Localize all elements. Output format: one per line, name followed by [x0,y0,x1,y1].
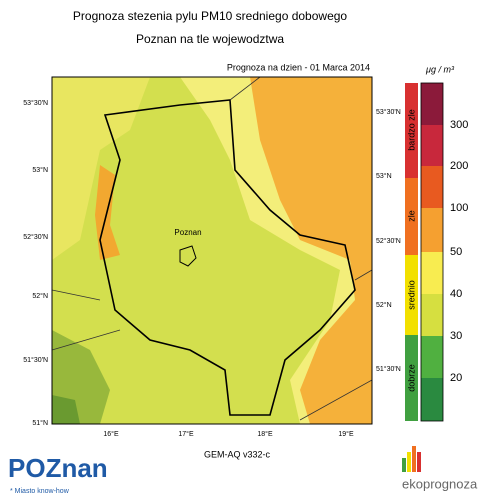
scale-segment [421,252,443,294]
legend-category: dobrze [406,364,416,392]
category-bar [405,335,418,421]
city-border [179,245,197,267]
legend-tick: 100 [450,202,468,214]
map: Poznan [51,76,373,425]
scale-segment [421,208,443,252]
model-label: GEM-AQ v332-c [204,449,271,459]
legend-tick: 200 [450,160,468,172]
lat-label: 51°30'N [23,356,48,364]
forecast-date: Prognoza na dzien - 01 Marca 2014 [227,62,370,72]
legend-category: bardzo zle [406,109,416,151]
legend-category: zle [406,210,416,222]
scale-segment [421,378,443,421]
lon-label: 17°E [178,430,194,438]
lon-label: 16°E [103,430,119,438]
zone-dark [52,395,80,424]
region-border [51,76,373,421]
lat-label: 53°30'N [23,99,48,107]
category-bar [405,178,418,255]
voivodeship-border [99,99,356,416]
unit: μg / m³ [425,64,455,74]
zone-orange [250,77,372,424]
lat-label: 52°30'N [376,237,401,245]
ekoprognoza-logo: ekoprognoza [402,476,478,491]
legend-category: srednio [406,280,416,310]
scale-segment [421,166,443,208]
ekoprognoza-icon [402,446,421,472]
legend-tick: 300 [450,119,468,131]
lat-label: 53°N [32,166,48,174]
lat-label: 51°N [32,419,48,427]
lat-label: 51°30'N [376,365,401,373]
lat-label: 53°30'N [376,108,401,116]
map-frame [51,76,373,425]
scale-segment [421,294,443,336]
category-bar [405,83,418,178]
lon-label: 18°E [257,430,273,438]
poznan-tagline: * Miasto know-how [10,488,70,495]
lon-label: 19°E [338,430,354,438]
scale-segment [421,336,443,378]
poznan-logo: POZnan [8,453,108,483]
scale-frame [420,82,444,422]
legend-tick: 30 [450,330,462,342]
legend-tick: 20 [450,372,462,384]
title-line2: Poznan na tle wojewodztwa [136,32,284,46]
legend: bardzo zle zle srednio dobrze 300 200 100 50 40 3… [405,82,468,422]
legend-tick: 40 [450,288,462,300]
category-bar [405,255,418,335]
lat-label: 52°30'N [23,233,48,241]
scale-segment [421,83,443,125]
lat-label: 52°N [376,301,392,309]
lat-label: 52°N [32,292,48,300]
scale-segment [421,125,443,166]
zone-light [52,77,150,260]
city-label: Poznan [174,228,201,237]
legend-tick: 50 [450,246,462,258]
lat-label: 53°N [376,172,392,180]
title-line1: Prognoza stezenia pylu PM10 sredniego do… [73,9,348,23]
